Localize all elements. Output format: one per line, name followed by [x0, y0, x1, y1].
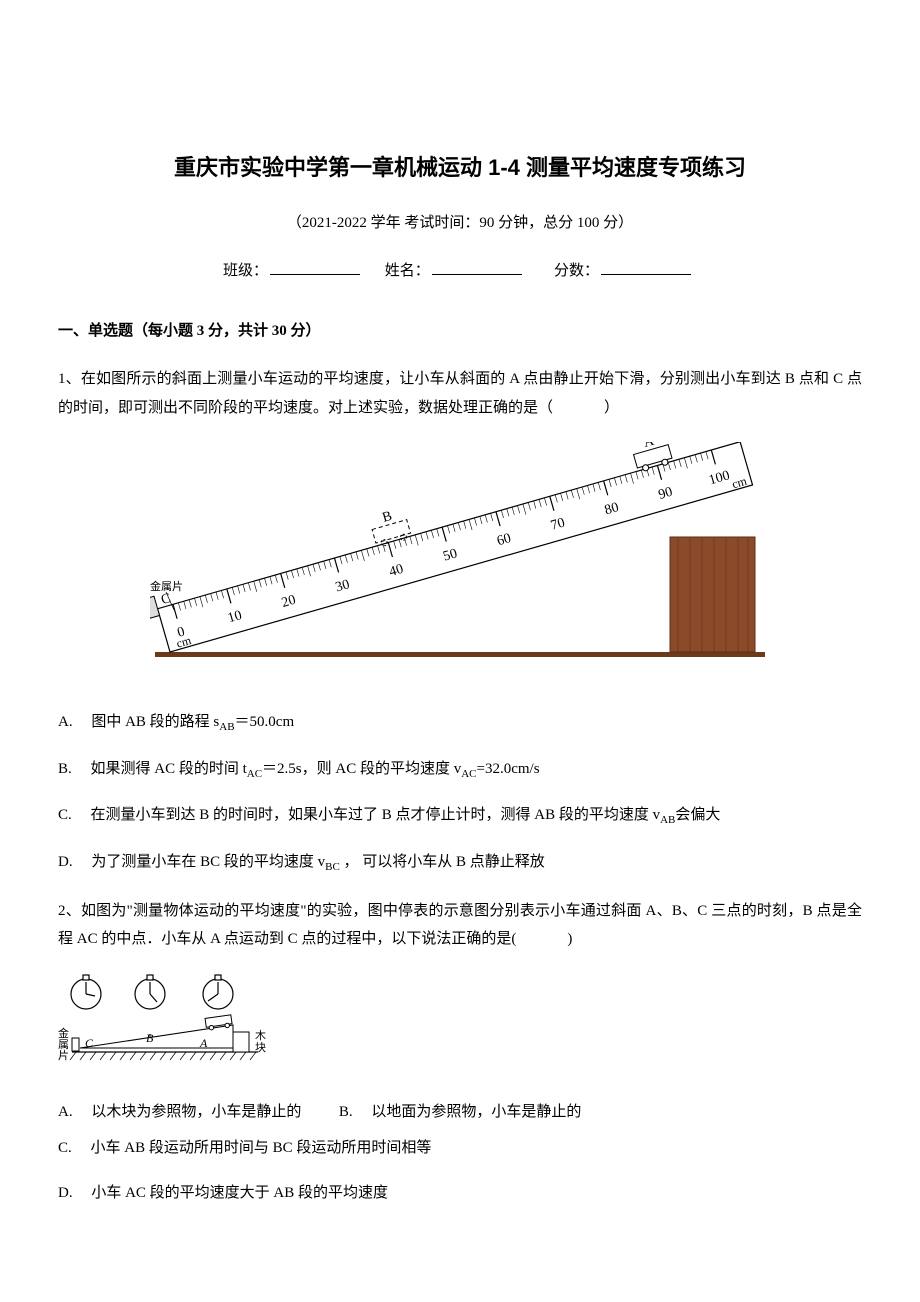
- q1-option-d: D. 为了测量小车在 BC 段的平均速度 vBC ， 可以将小车从 B 点静止释…: [58, 850, 862, 877]
- q2-option-d: D. 小车 AC 段的平均速度大于 AB 段的平均速度: [58, 1181, 862, 1205]
- svg-text:木: 木: [255, 1029, 266, 1042]
- q1b-pre: B. 如果测得 AC 段的时间 t: [58, 761, 247, 777]
- svg-text:金: 金: [58, 1026, 69, 1040]
- svg-text:C: C: [85, 1036, 94, 1050]
- q1-text-after: ）: [604, 400, 619, 416]
- q1-option-c: C. 在测量小车到达 B 的时间时，如果小车过了 B 点才停止计时，测得 AB …: [58, 803, 862, 830]
- question-1-figure: C 0 10 20 30 40 50 60 70 80: [58, 442, 862, 680]
- q1c-sub: AB: [660, 814, 675, 826]
- class-label: 班级：: [223, 263, 268, 279]
- q1b-mid: ＝2.5s，则 AC 段的平均速度 v: [262, 761, 461, 777]
- question-2-figure: 金 属 片 木 块 B A C: [58, 974, 862, 1072]
- q2-options-row-1: A. 以木块为参照物，小车是静止的 B. 以地面为参照物，小车是静止的: [58, 1098, 862, 1127]
- q1-text-before: 1、在如图所示的斜面上测量小车运动的平均速度，让小车从斜面的 A 点由静止开始下…: [58, 371, 862, 416]
- q2-text-after: ): [567, 931, 572, 947]
- q2-option-b: B. 以地面为参照物，小车是静止的: [339, 1104, 582, 1120]
- page-title: 重庆市实验中学第一章机械运动 1-4 测量平均速度专项练习: [58, 150, 862, 185]
- name-blank[interactable]: [432, 274, 522, 275]
- q1a-sub: AB: [219, 721, 234, 733]
- q1a-pre: A. 图中 AB 段的路程 s: [58, 714, 219, 730]
- name-label: 姓名：: [385, 263, 430, 279]
- section-1-header: 一、单选题（每小题 3 分，共计 30 分）: [58, 319, 862, 343]
- q1d-pre: D. 为了测量小车在 BC 段的平均速度 v: [58, 854, 325, 870]
- q2-option-a: A. 以木块为参照物，小车是静止的: [58, 1104, 301, 1120]
- class-blank[interactable]: [270, 274, 360, 275]
- q1d-post: ， 可以将小车从 B 点静止释放: [340, 854, 545, 870]
- svg-text:A: A: [199, 1036, 208, 1050]
- student-info-line: 班级： 姓名： 分数：: [58, 259, 862, 283]
- q1c-post: 会偏大: [675, 807, 720, 823]
- q1-option-a: A. 图中 AB 段的路程 sAB＝50.0cm: [58, 710, 862, 737]
- svg-text:金属片: 金属片: [150, 579, 183, 593]
- q1c-pre: C. 在测量小车到达 B 的时间时，如果小车过了 B 点才停止计时，测得 AB …: [58, 807, 660, 823]
- svg-text:片: 片: [58, 1049, 69, 1062]
- score-label: 分数：: [554, 263, 599, 279]
- q2-text-before: 2、如图为"测量物体运动的平均速度"的实验，图中停表的示意图分别表示小车通过斜面…: [58, 903, 862, 948]
- score-blank[interactable]: [601, 274, 691, 275]
- q1a-post: ＝50.0cm: [235, 714, 295, 730]
- question-1-text: 1、在如图所示的斜面上测量小车运动的平均速度，让小车从斜面的 A 点由静止开始下…: [58, 365, 862, 422]
- q1b-sub1: AC: [247, 768, 262, 780]
- svg-text:B: B: [381, 509, 394, 526]
- svg-text:块: 块: [255, 1041, 266, 1054]
- q1b-post: =32.0cm/s: [477, 761, 540, 777]
- exam-subtitle: （2021-2022 学年 考试时间：90 分钟，总分 100 分）: [58, 211, 862, 235]
- svg-text:C: C: [160, 591, 173, 608]
- q2-option-c: C. 小车 AB 段运动所用时间与 BC 段运动所用时间相等: [58, 1134, 862, 1163]
- question-2-text: 2、如图为"测量物体运动的平均速度"的实验，图中停表的示意图分别表示小车通过斜面…: [58, 897, 862, 954]
- q1d-sub: BC: [325, 861, 340, 873]
- q1b-sub2: AC: [461, 768, 476, 780]
- q1-option-b: B. 如果测得 AC 段的时间 tAC＝2.5s，则 AC 段的平均速度 vAC…: [58, 757, 862, 784]
